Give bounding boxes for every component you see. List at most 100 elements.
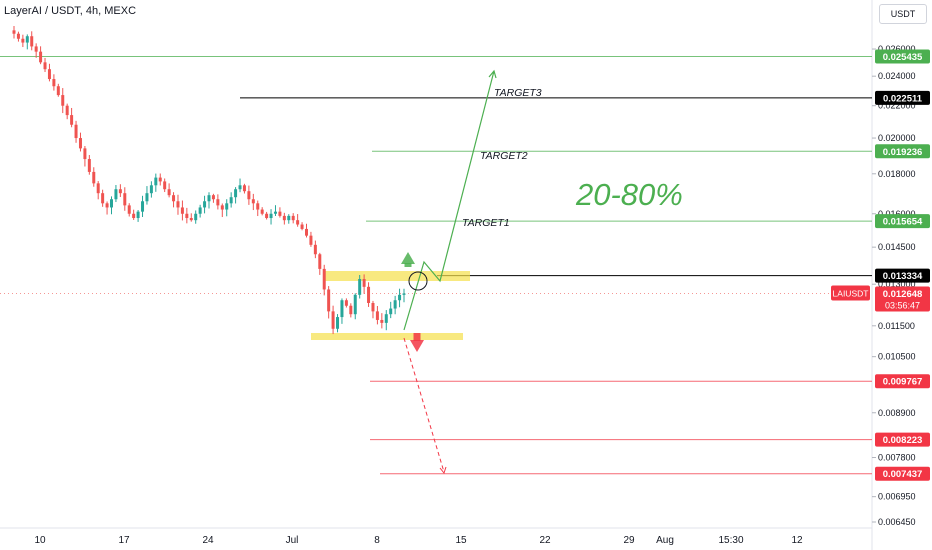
candle-body — [380, 319, 384, 323]
target3-label: TARGET3 — [494, 87, 542, 99]
price-tag-label: 0.015654 — [883, 217, 923, 228]
candle-body — [12, 30, 16, 34]
candle-body — [393, 300, 397, 309]
candle-body — [229, 197, 233, 204]
y-tick-label: 0.018000 — [878, 169, 916, 179]
candle-body — [273, 211, 277, 214]
symbol-title[interactable]: LayerAI / USDT, 4h, MEXC — [4, 5, 137, 17]
candle-body — [296, 220, 300, 225]
y-tick-label: 0.010500 — [878, 352, 916, 362]
candle-body — [238, 185, 242, 190]
candle-body — [322, 268, 326, 290]
candle-body — [30, 36, 34, 47]
candle-body — [154, 177, 158, 186]
candle-body — [189, 218, 193, 221]
price-tag-label: 0.007437 — [883, 469, 923, 480]
candle-body — [389, 308, 393, 315]
candle-body — [56, 86, 60, 96]
bullish-projection-path — [403, 70, 495, 331]
candle-body — [220, 205, 224, 210]
candle-body — [211, 195, 215, 200]
current-price-tag — [875, 286, 930, 312]
breakout-circle — [408, 271, 428, 291]
price-tag-label: 0.009767 — [883, 377, 923, 388]
candle-body — [251, 199, 255, 204]
bearish-projection-path — [403, 337, 445, 473]
x-tick-label: 12 — [791, 535, 803, 546]
x-tick-label: 15 — [455, 535, 467, 546]
candle-body — [123, 193, 127, 206]
candle-body — [101, 193, 105, 204]
candle-body — [207, 195, 211, 202]
y-tick-label: 0.007800 — [878, 453, 916, 463]
candle-body — [110, 199, 113, 208]
up-arrow-icon — [401, 252, 415, 264]
support-zone — [311, 333, 463, 340]
candle-body — [65, 105, 69, 116]
x-tick-label: 8 — [374, 535, 380, 546]
down-arrow-stem — [413, 333, 421, 341]
y-tick-label: 0.014500 — [878, 242, 916, 252]
currency-button[interactable]: USDT — [879, 4, 927, 24]
candle-body — [87, 159, 91, 172]
candle-body — [225, 203, 229, 210]
resistance-zone — [323, 271, 470, 281]
candle-body — [269, 213, 273, 219]
x-tick-label: 29 — [623, 535, 635, 546]
candle-body — [78, 138, 82, 149]
candle-body — [305, 228, 308, 236]
y-tick-label: 0.006450 — [878, 517, 916, 527]
candle-body — [336, 317, 340, 329]
target2-label: TARGET2 — [480, 150, 528, 162]
candle-body — [318, 254, 322, 269]
candle-body — [402, 293, 406, 295]
current-price-label: 0.012648 — [883, 289, 923, 300]
candle-body — [118, 189, 122, 194]
x-tick-label: 17 — [118, 535, 130, 546]
x-tick-label: Jul — [286, 535, 299, 546]
candle-body — [384, 314, 388, 323]
candle-body — [371, 302, 375, 312]
candle-body — [136, 211, 140, 219]
candle-body — [180, 207, 184, 214]
bearish-arrowhead — [439, 466, 447, 475]
x-tick-label: 22 — [539, 535, 551, 546]
candle-body — [16, 33, 20, 39]
projection-drawings: TARGET3 TARGET2 TARGET1 20-80% — [401, 69, 683, 475]
symbol-tag — [831, 285, 870, 301]
price-tag — [875, 374, 930, 389]
candle-body — [74, 124, 78, 139]
countdown-label: 03:56:47 — [885, 301, 920, 311]
candle-body — [39, 51, 43, 63]
candle-body — [203, 201, 207, 208]
candle-body — [25, 36, 29, 43]
candle-body — [132, 213, 136, 219]
target1-label: TARGET1 — [462, 217, 510, 229]
candle-body — [70, 115, 74, 125]
y-tick-label: 0.024000 — [878, 71, 916, 81]
price-axis[interactable]: 0.026000 0.024000 0.022000 0.020000 0.018000… — [831, 44, 930, 527]
y-tick-label: 0.020000 — [878, 133, 916, 143]
y-tick-label: 0.006950 — [878, 492, 916, 502]
x-tick-label: 24 — [202, 535, 214, 546]
price-tag — [875, 144, 930, 159]
candle-body — [256, 203, 260, 210]
candle-body — [149, 185, 153, 194]
candle-body — [358, 279, 362, 295]
candle-body — [291, 215, 295, 221]
candle-body — [185, 213, 189, 219]
y-tick-label: 0.016000 — [878, 209, 916, 219]
price-tag — [875, 49, 930, 64]
candle-body — [375, 311, 379, 320]
candle-body — [327, 289, 331, 312]
candle-body — [398, 294, 402, 301]
y-tick-label: 0.008900 — [878, 408, 916, 418]
candles — [12, 26, 406, 335]
candle-body — [176, 201, 180, 208]
price-tag-label: 0.019236 — [883, 147, 923, 158]
candle-body — [362, 279, 366, 287]
candle-body — [47, 69, 51, 80]
time-axis[interactable]: 10 17 24 Jul 8 15 22 29 Aug 15:30 12 — [34, 535, 803, 546]
